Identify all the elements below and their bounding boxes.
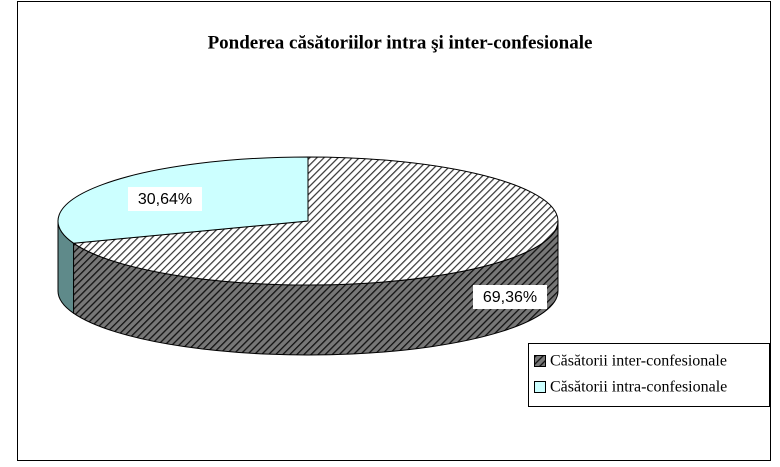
legend-box <box>528 343 770 407</box>
slice <box>72 156 559 286</box>
legend-swatch <box>534 381 546 393</box>
legend: Căsătorii inter-confesionale Căsătorii in… <box>534 353 727 396</box>
data-label: 30,64% <box>128 187 202 211</box>
data-label-box <box>473 285 547 309</box>
legend-label: Căsătorii inter-confesionale <box>550 353 727 370</box>
data-label: 69,36% <box>473 285 547 309</box>
legend-swatch <box>534 355 546 367</box>
data-label-text: 30,64% <box>138 191 192 208</box>
data-label-text: 69,36% <box>483 289 537 306</box>
pie: 69,36% 30,64% <box>57 156 559 356</box>
legend-label: Căsătorii intra-confesionale <box>550 379 727 396</box>
chart-title: Ponderea căsătoriilor intra şi inter-con… <box>208 32 593 53</box>
data-label-box <box>128 187 202 211</box>
